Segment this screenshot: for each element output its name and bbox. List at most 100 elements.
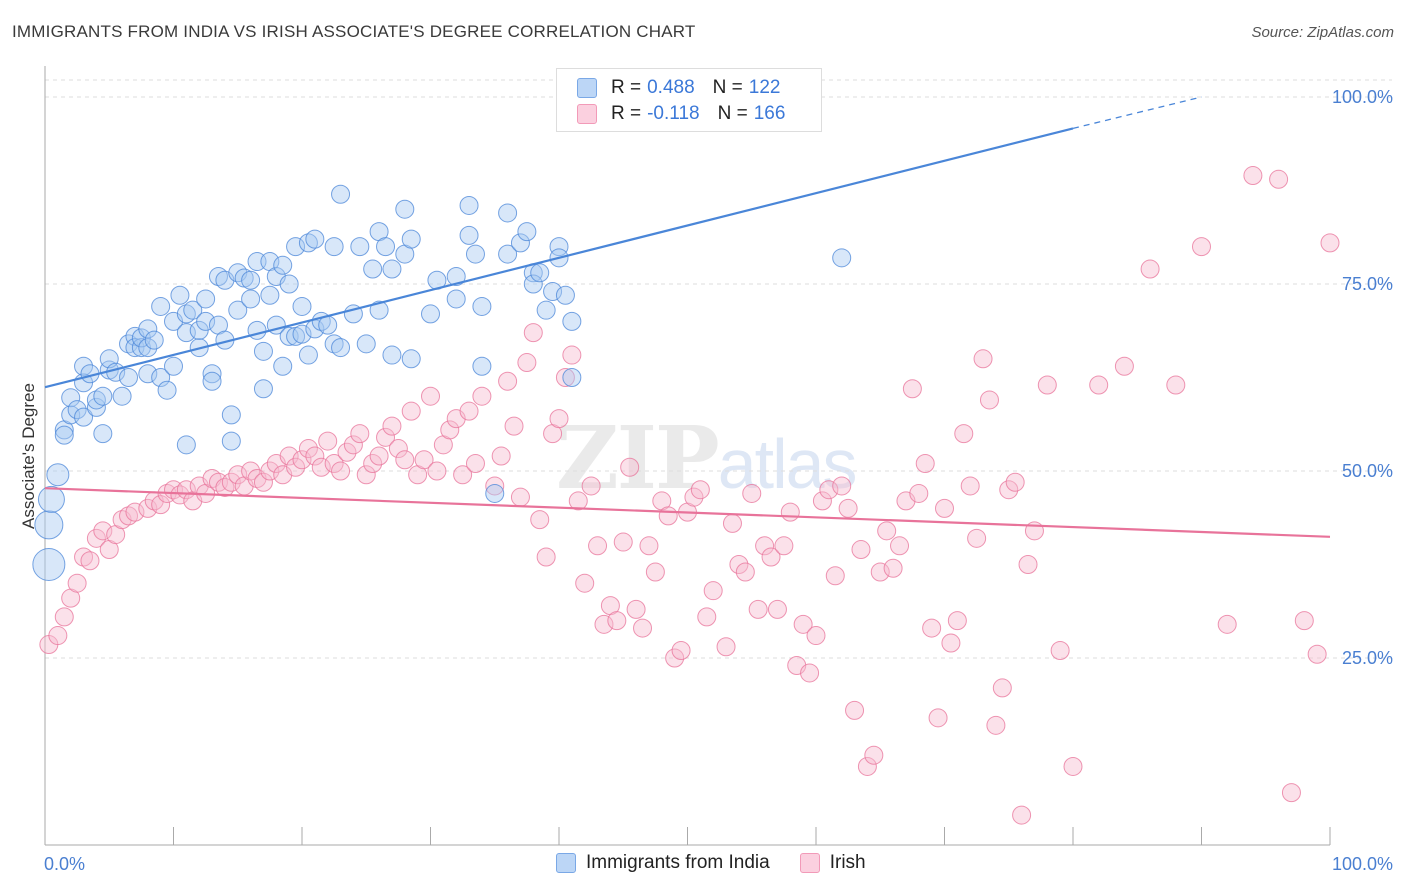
- data-point: [74, 356, 94, 376]
- data-point: [80, 551, 100, 571]
- data-point: [755, 536, 775, 556]
- data-point: [144, 330, 164, 350]
- data-point: [690, 480, 710, 500]
- data-point: [465, 454, 485, 474]
- data-point: [883, 558, 903, 578]
- data-point: [633, 618, 653, 638]
- data-point: [979, 390, 999, 410]
- data-point: [1140, 259, 1160, 279]
- data-point: [324, 334, 344, 354]
- data-point: [722, 513, 742, 533]
- data-point: [331, 338, 351, 358]
- data-point: [639, 536, 659, 556]
- data-point: [369, 300, 389, 320]
- data-point: [453, 465, 473, 485]
- data-point: [543, 281, 563, 301]
- data-point: [485, 476, 505, 496]
- data-point: [46, 463, 70, 487]
- data-point: [1005, 472, 1025, 492]
- data-point: [510, 487, 530, 507]
- data-point: [241, 289, 261, 309]
- data-point: [523, 274, 543, 294]
- x-tick-label-100: 100.0%: [1332, 854, 1393, 874]
- trend-line-1: [44, 487, 1331, 538]
- data-point: [986, 715, 1006, 735]
- data-point: [138, 338, 158, 358]
- data-point: [164, 356, 183, 376]
- data-point: [960, 476, 980, 496]
- trend-extension-0: [1072, 96, 1202, 130]
- data-point: [119, 334, 139, 354]
- data-point: [421, 304, 440, 324]
- tick-labels: 0.0% 100.0% 100.0% 75.0% 50.0% 25.0%: [44, 87, 1393, 874]
- data-point: [935, 498, 954, 518]
- data-point: [536, 547, 556, 567]
- data-point: [588, 536, 608, 556]
- data-point: [761, 547, 781, 567]
- y-tick-label-75: 75.0%: [1342, 274, 1393, 294]
- data-point: [151, 495, 171, 515]
- data-point: [999, 480, 1019, 500]
- data-point: [183, 300, 203, 320]
- data-point: [170, 485, 190, 505]
- data-point: [324, 454, 344, 474]
- bottom-legend-item-irish[interactable]: Irish: [799, 852, 866, 874]
- data-point: [350, 237, 370, 257]
- data-point: [74, 547, 94, 567]
- data-point: [382, 345, 402, 365]
- trend-lines: [44, 96, 1331, 538]
- x-tick-label-0: 0.0%: [44, 854, 85, 874]
- data-point: [864, 745, 884, 765]
- data-point: [369, 446, 389, 466]
- data-point: [806, 626, 826, 646]
- data-point: [279, 446, 299, 466]
- data-point: [510, 233, 530, 253]
- data-point: [845, 700, 865, 720]
- data-point: [395, 450, 415, 470]
- data-point: [376, 427, 396, 447]
- data-point: [260, 285, 280, 305]
- data-point: [401, 349, 421, 369]
- data-point: [382, 416, 402, 436]
- data-point: [1269, 169, 1289, 189]
- data-point: [298, 439, 318, 459]
- data-point: [363, 454, 383, 474]
- data-point: [594, 614, 614, 634]
- data-point: [292, 450, 312, 470]
- legend-n-label: N =: [712, 77, 743, 98]
- data-point: [1294, 611, 1314, 631]
- data-point: [767, 599, 787, 619]
- data-point: [1089, 375, 1109, 395]
- data-point: [459, 225, 479, 245]
- data-point: [86, 528, 106, 548]
- data-point: [1018, 555, 1038, 574]
- data-point: [568, 491, 588, 511]
- data-point: [382, 259, 402, 279]
- data-point: [202, 364, 222, 384]
- data-point: [1012, 805, 1032, 825]
- data-point: [922, 618, 942, 638]
- data-point: [446, 267, 466, 287]
- data-point: [562, 311, 582, 331]
- data-point: [446, 289, 466, 309]
- data-point: [1166, 375, 1186, 395]
- data-point: [401, 401, 421, 421]
- trend-line-0: [44, 127, 1074, 389]
- bottom-legend-item-india[interactable]: Immigrants from India: [556, 852, 770, 874]
- legend-row-india: R = 0.488 N = 122: [577, 75, 798, 101]
- data-point: [247, 320, 267, 340]
- legend: R = 0.488 N = 122 R = -0.118 N = 166: [556, 68, 822, 132]
- data-point: [825, 566, 845, 586]
- data-point: [93, 424, 113, 444]
- y-tick-label-25: 25.0%: [1342, 648, 1393, 668]
- data-point: [774, 536, 794, 556]
- data-point: [202, 371, 222, 391]
- data-point: [157, 380, 177, 400]
- data-point: [902, 379, 922, 399]
- data-point: [832, 476, 852, 496]
- data-point: [151, 296, 171, 316]
- data-point: [376, 237, 396, 257]
- data-point: [1192, 237, 1211, 257]
- data-point: [555, 368, 575, 387]
- data-point: [48, 626, 68, 646]
